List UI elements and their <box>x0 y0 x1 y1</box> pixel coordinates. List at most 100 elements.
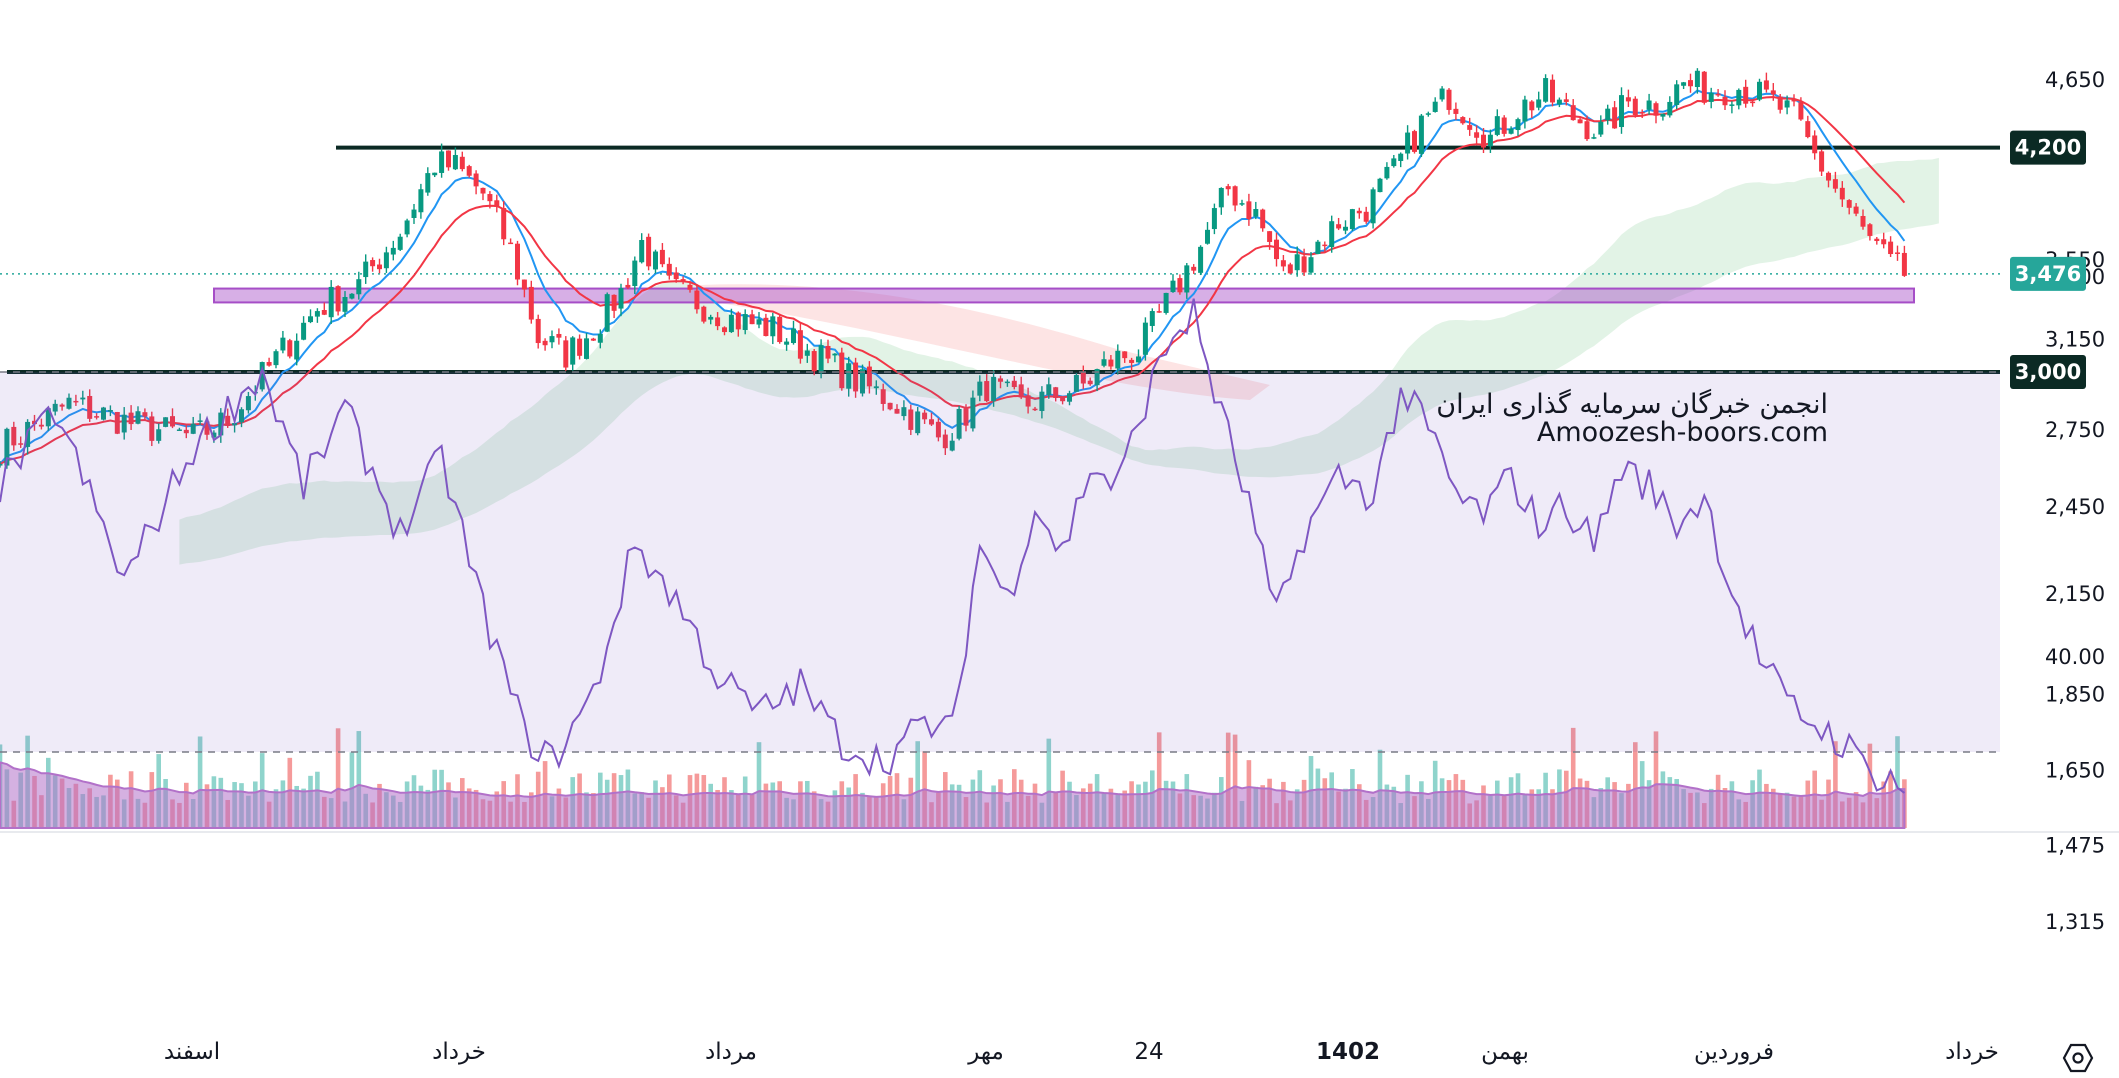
candle[interactable] <box>818 345 824 374</box>
candle[interactable] <box>1253 209 1259 217</box>
candle[interactable] <box>1632 98 1638 116</box>
candle[interactable] <box>66 397 72 409</box>
candle[interactable] <box>639 239 645 263</box>
candle[interactable] <box>935 421 941 438</box>
candle[interactable] <box>370 260 376 267</box>
candle[interactable] <box>501 208 507 240</box>
candle[interactable] <box>1688 80 1693 87</box>
candle[interactable] <box>528 286 534 320</box>
candle[interactable] <box>984 381 990 402</box>
candle[interactable] <box>1211 208 1217 230</box>
candle[interactable] <box>1198 246 1204 273</box>
candle[interactable] <box>680 279 686 282</box>
candle[interactable] <box>1177 278 1183 293</box>
candle[interactable] <box>1053 387 1059 398</box>
time-axis[interactable]: اسفند خرداد مرداد مهر 24 1402 بهمن فروردین خرداد <box>164 1039 1999 1065</box>
candle[interactable] <box>114 411 120 434</box>
candle[interactable] <box>763 317 769 337</box>
candle[interactable] <box>1681 82 1687 86</box>
candle[interactable] <box>1115 350 1121 369</box>
candle[interactable] <box>1280 260 1286 267</box>
candle[interactable] <box>956 408 962 439</box>
candle[interactable] <box>1060 397 1066 402</box>
candle[interactable] <box>259 362 265 390</box>
candle[interactable] <box>853 362 859 392</box>
candle[interactable] <box>466 166 472 176</box>
candle[interactable] <box>597 333 603 343</box>
candle[interactable] <box>1888 241 1894 255</box>
candle[interactable] <box>94 416 100 418</box>
candle[interactable] <box>1370 189 1376 224</box>
candle[interactable] <box>1798 102 1804 120</box>
candle[interactable] <box>1577 119 1583 124</box>
candle[interactable] <box>646 236 652 267</box>
candle[interactable] <box>756 319 762 325</box>
settings-hexagon[interactable] <box>2062 1043 2094 1073</box>
price-axis[interactable]: 5,4004,6503,1502,7502,4502,1501,8501,650… <box>2045 0 2105 934</box>
candle[interactable] <box>411 209 417 218</box>
candle[interactable] <box>418 189 424 213</box>
candle[interactable] <box>515 243 520 280</box>
candles-layer[interactable] <box>0 68 1907 469</box>
candle[interactable] <box>1232 186 1238 206</box>
candle[interactable] <box>363 261 369 278</box>
candle[interactable] <box>701 306 707 322</box>
candle[interactable] <box>1591 137 1597 139</box>
candle[interactable] <box>342 296 348 312</box>
candle[interactable] <box>1757 81 1762 100</box>
candle[interactable] <box>1515 119 1521 131</box>
candle[interactable] <box>1625 97 1631 102</box>
candle[interactable] <box>549 336 555 343</box>
candle[interactable] <box>1025 395 1031 407</box>
candle[interactable] <box>1570 105 1576 121</box>
candle[interactable] <box>245 396 251 411</box>
candle[interactable] <box>846 363 852 389</box>
candle[interactable] <box>1805 121 1811 138</box>
candle[interactable] <box>0 464 3 466</box>
candle[interactable] <box>1032 408 1038 411</box>
candle[interactable] <box>1149 311 1155 326</box>
candle[interactable] <box>1694 70 1700 88</box>
candle[interactable] <box>1853 206 1859 214</box>
candle[interactable] <box>1729 104 1735 106</box>
candle[interactable] <box>728 314 734 333</box>
candle[interactable] <box>1073 374 1079 392</box>
candle[interactable] <box>301 322 307 340</box>
candle[interactable] <box>556 333 562 338</box>
candle[interactable] <box>473 173 479 187</box>
candle[interactable] <box>508 242 514 245</box>
candle[interactable] <box>860 369 865 394</box>
candle[interactable] <box>1605 108 1611 121</box>
candle[interactable] <box>1619 95 1624 128</box>
candle[interactable] <box>1784 100 1790 108</box>
candle[interactable] <box>128 412 134 425</box>
candle[interactable] <box>1860 215 1866 227</box>
settings-icon[interactable] <box>2062 1043 2094 1073</box>
candle[interactable] <box>673 272 679 280</box>
candle[interactable] <box>797 330 803 359</box>
candle[interactable] <box>1791 99 1797 102</box>
candle[interactable] <box>1294 254 1300 271</box>
candle[interactable] <box>1467 125 1473 130</box>
candle[interactable] <box>1363 211 1369 222</box>
candle[interactable] <box>1453 108 1459 114</box>
candle[interactable] <box>1267 231 1273 242</box>
candle[interactable] <box>1246 201 1252 220</box>
candle[interactable] <box>1156 311 1162 313</box>
candle[interactable] <box>314 311 320 317</box>
candle[interactable] <box>777 316 783 343</box>
candle[interactable] <box>1142 322 1148 355</box>
candle[interactable] <box>197 420 203 422</box>
candle[interactable] <box>632 260 638 287</box>
candle[interactable] <box>770 316 776 337</box>
candle[interactable] <box>1839 187 1845 200</box>
candle[interactable] <box>1777 96 1783 110</box>
candle[interactable] <box>915 411 921 434</box>
candle[interactable] <box>1274 239 1279 260</box>
candle[interactable] <box>142 412 148 417</box>
candle[interactable] <box>446 150 451 168</box>
candle[interactable] <box>1901 252 1907 276</box>
candle[interactable] <box>1736 89 1742 106</box>
candle[interactable] <box>11 426 17 446</box>
candle[interactable] <box>321 310 327 315</box>
